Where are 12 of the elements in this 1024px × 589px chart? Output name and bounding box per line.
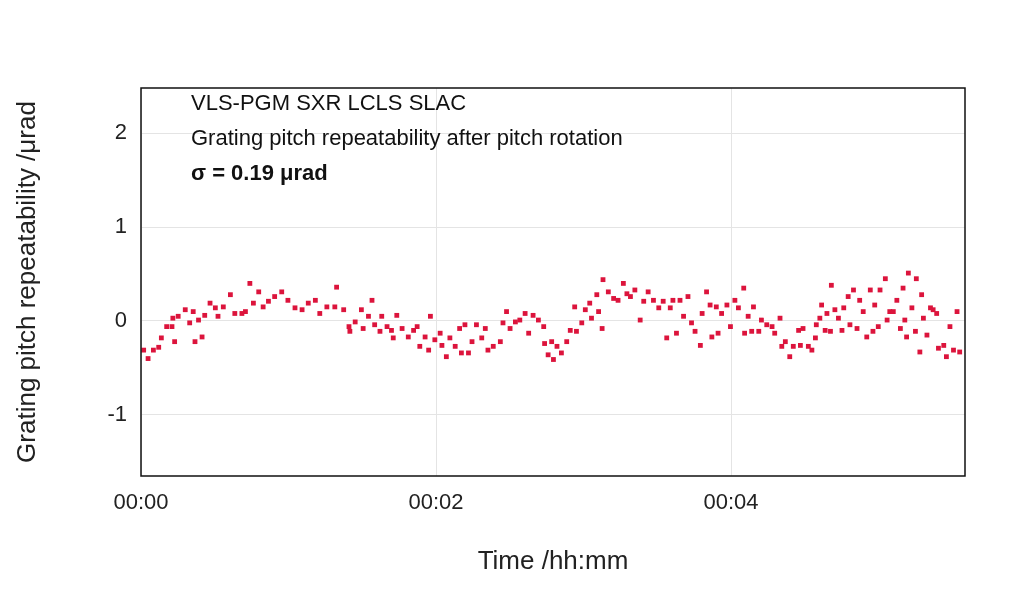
x-axis-title: Time /hh:mm [477, 544, 629, 575]
y-tick-label: 2 [114, 119, 127, 145]
y-tick-label: 0 [114, 307, 127, 333]
annotation: Grating pitch repeatability after pitch rotation [191, 125, 623, 151]
annotation: VLS-PGM SXR LCLS SLAC [191, 90, 467, 116]
x-tick-label: 00:00 [113, 489, 169, 515]
annotation: σ = 0.19 μrad [191, 160, 328, 186]
y-tick-label: 1 [114, 213, 127, 239]
y-tick-label: -1 [107, 401, 127, 426]
x-tick-label: 00:04 [703, 489, 759, 515]
y-axis-title: Grating pitch repeatability /μrad [10, 101, 41, 463]
x-tick-label: 00:02 [408, 489, 464, 515]
